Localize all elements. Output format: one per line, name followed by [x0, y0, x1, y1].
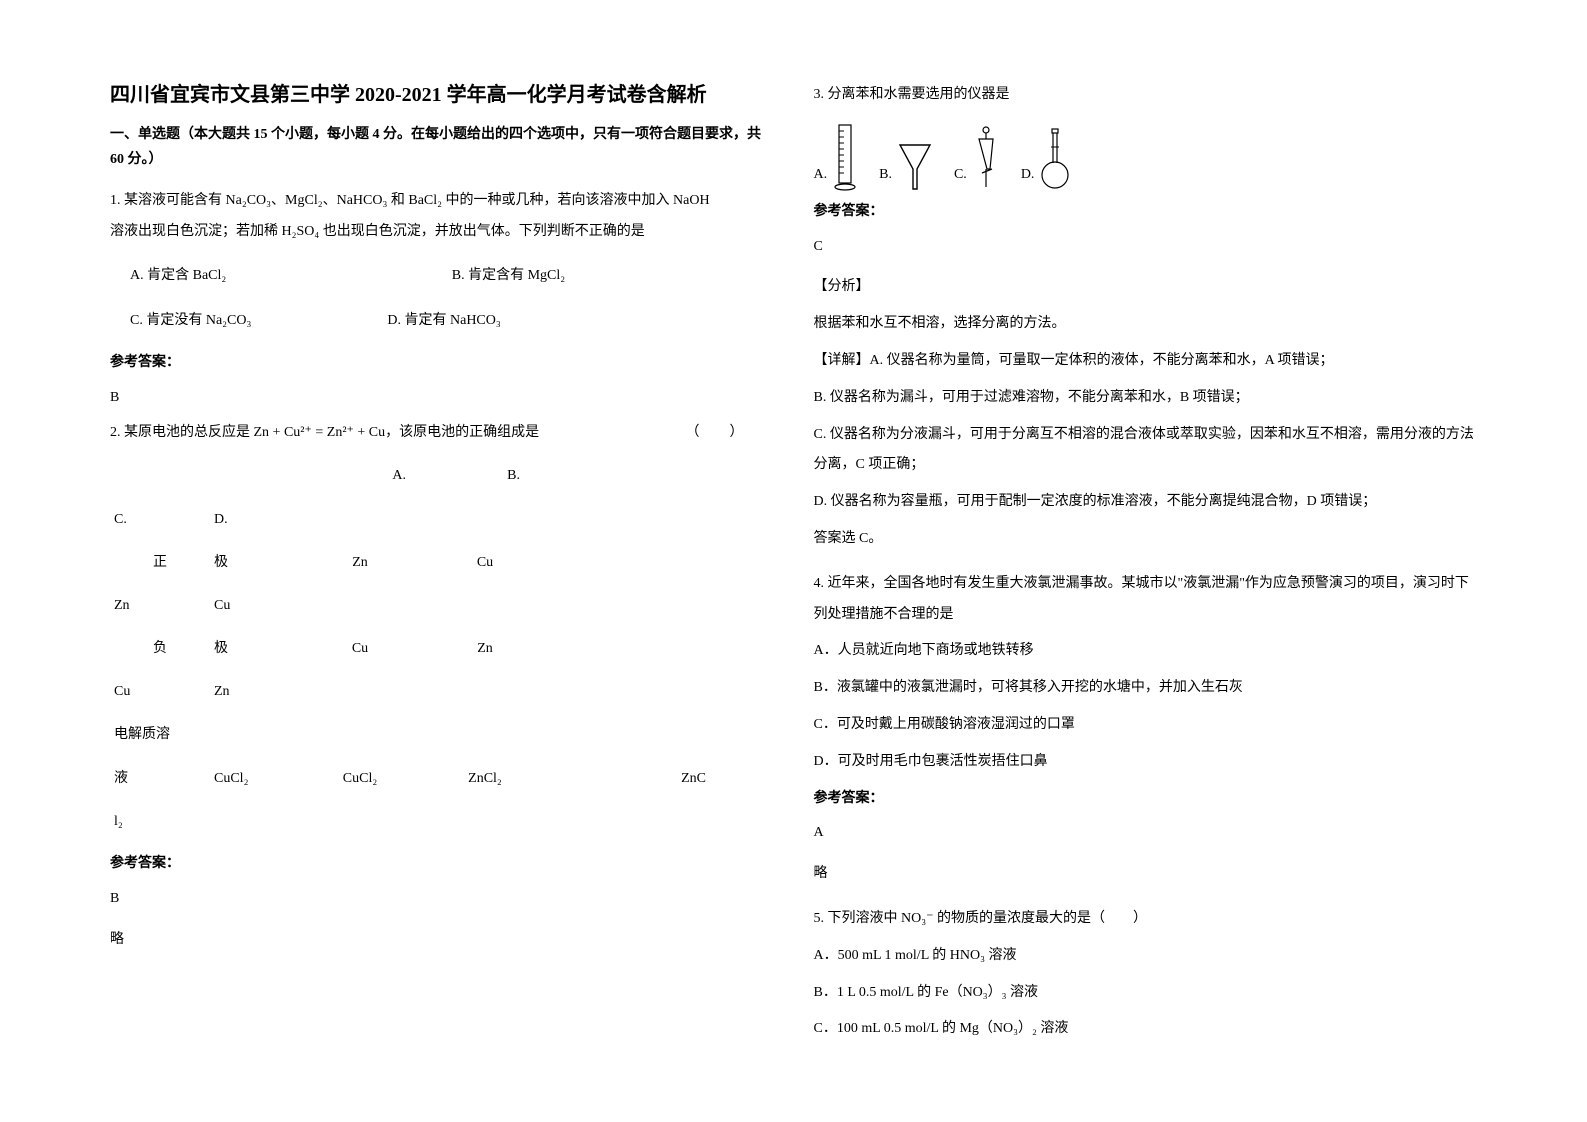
q1-stem-line1: 1. 某溶液可能含有 Na₂CO₃、MgCl₂、NaHCO₃ 和 BaCl₂ 中… [110, 186, 774, 217]
q3-label-d: D. [1021, 160, 1035, 191]
q1-stem-line2: 溶液出现白色沉淀；若加稀 H₂SO₄ 也出现白色沉淀，并放出气体。下列判断不正确… [110, 217, 774, 248]
q2-header-c: C. [110, 498, 210, 541]
q5-option-b: B．1 L 0.5 mol/L 的 Fe（NO₃）₃ 溶液 [814, 978, 1478, 1009]
q2-stem: 2. 某原电池的总反应是 Zn + Cu²⁺ = Zn²⁺ + Cu，该原电池的… [110, 418, 539, 449]
separating-funnel-icon [971, 125, 1001, 191]
q3-detail-b: B. 仪器名称为漏斗，可用于过滤难溶物，不能分离苯和水，B 项错误； [814, 383, 1478, 414]
q3-answer-label: 参考答案： [814, 197, 1478, 228]
q2-neg-c: Cu [110, 670, 210, 713]
q3-detail-a: 【详解】A. 仪器名称为量筒，可量取一定体积的液体，不能分离苯和水，A 项错误； [814, 346, 1478, 377]
q2-el-b: CuCl₂ [310, 757, 410, 800]
q4-option-a: A．人员就近向地下商场或地铁转移 [814, 636, 1478, 667]
q4-note: 略 [814, 859, 1478, 890]
q4-option-c: C．可及时戴上用碳酸钠溶液湿润过的口罩 [814, 710, 1478, 741]
q3-label-b: B. [879, 160, 892, 191]
q5-option-c: C．100 mL 0.5 mol/L 的 Mg（NO₃）₂ 溶液 [814, 1014, 1478, 1045]
q2-neg-a: Cu [310, 627, 410, 670]
q2-el-d2: l₂ [110, 800, 210, 843]
q2-answer-label: 参考答案： [110, 849, 774, 880]
q2-paren-open: （ [686, 425, 730, 440]
q2-header-b: B. [410, 454, 560, 497]
q2-pos-b: Cu [410, 541, 560, 584]
q4-answer: A [814, 818, 1478, 849]
q4-stem: 4. 近年来，全国各地时有发生重大液氯泄漏事故。某城市以"液氯泄漏"作为应急预警… [814, 569, 1478, 631]
question-5: 5. 下列溶液中 NO₃⁻ 的物质的量浓度最大的是（ ） A．500 mL 1 … [814, 904, 1478, 1045]
q3-analysis-head: 【分析】 [814, 272, 1478, 303]
q2-el-a: CuCl₂ [210, 757, 310, 800]
q3-options-row: A. B. C. [814, 121, 1478, 191]
q1-answer: B [110, 383, 774, 414]
question-3: 3. 分离苯和水需要选用的仪器是 A. B. [814, 80, 1478, 555]
q2-pos-label-2: 极 [210, 541, 310, 584]
question-2: 2. 某原电池的总反应是 Zn + Cu²⁺ = Zn²⁺ + Cu，该原电池的… [110, 418, 774, 956]
cylinder-icon [831, 121, 859, 191]
q1-option-b: B. 肯定含有 MgCl₂ [452, 258, 774, 293]
q3-label-a: A. [814, 160, 828, 191]
volumetric-flask-icon [1038, 127, 1072, 191]
q1-option-c: C. 肯定没有 Na₂CO₃ [130, 303, 387, 338]
q4-option-d: D．可及时用毛巾包裹活性炭捂住口鼻 [814, 747, 1478, 778]
q3-analysis-1: 根据苯和水互不相溶，选择分离的方法。 [814, 309, 1478, 340]
q4-answer-label: 参考答案： [814, 784, 1478, 815]
q2-header-a: A. [310, 454, 410, 497]
q2-neg-label-2: 极 [210, 627, 310, 670]
q2-pos-label-1: 正 [110, 541, 210, 584]
q1-option-d: D. 肯定有 NaHCO₃ [387, 303, 644, 338]
left-column: 四川省宜宾市文县第三中学 2020-2021 学年高一化学月考试卷含解析 一、单… [90, 80, 794, 1092]
q2-el-c: ZnCl₂ [410, 757, 560, 800]
q3-label-c: C. [954, 160, 967, 191]
q2-neg-label-1: 负 [110, 627, 210, 670]
question-4: 4. 近年来，全国各地时有发生重大液氯泄漏事故。某城市以"液氯泄漏"作为应急预警… [814, 569, 1478, 890]
q2-neg-b: Zn [410, 627, 560, 670]
q3-detail-c: C. 仪器名称为分液漏斗，可用于分离互不相溶的混合液体或萃取实验，因苯和水互不相… [814, 420, 1478, 482]
q2-el-label-2: 液 [110, 757, 210, 800]
q2-answer: B [110, 884, 774, 915]
q5-option-a: A．500 mL 1 mol/L 的 HNO₃ 溶液 [814, 941, 1478, 972]
q2-pos-d: Cu [210, 584, 310, 627]
q2-pos-a: Zn [310, 541, 410, 584]
funnel-icon [896, 139, 934, 191]
q4-option-b: B．液氯罐中的液氯泄漏时，可将其移入开挖的水塘中，并加入生石灰 [814, 673, 1478, 704]
q2-note: 略 [110, 925, 774, 956]
section-1-head: 一、单选题（本大题共 15 个小题，每小题 4 分。在每小题给出的四个选项中，只… [110, 122, 774, 172]
q3-final: 答案选 C。 [814, 524, 1478, 555]
right-column: 3. 分离苯和水需要选用的仪器是 A. B. [794, 80, 1498, 1092]
q2-pos-c: Zn [110, 584, 210, 627]
q2-table: A. B. C. D. 正 极 Zn Cu Zn Cu 负 极 Cu Zn Cu… [110, 454, 774, 843]
q2-el-d: ZnC [560, 757, 710, 800]
q2-el-label-1: 电解质溶 [110, 713, 310, 756]
q1-option-a: A. 肯定含 BaCl₂ [130, 258, 452, 293]
q3-answer: C [814, 232, 1478, 263]
q3-detail-d: D. 仪器名称为容量瓶，可用于配制一定浓度的标准溶液，不能分离提纯混合物，D 项… [814, 487, 1478, 518]
q5-stem: 5. 下列溶液中 NO₃⁻ 的物质的量浓度最大的是（ ） [814, 904, 1478, 935]
q3-stem: 3. 分离苯和水需要选用的仪器是 [814, 80, 1478, 111]
q2-header-d: D. [210, 498, 310, 541]
q2-neg-d: Zn [210, 670, 310, 713]
exam-title: 四川省宜宾市文县第三中学 2020-2021 学年高一化学月考试卷含解析 [110, 80, 774, 110]
question-1: 1. 某溶液可能含有 Na₂CO₃、MgCl₂、NaHCO₃ 和 BaCl₂ 中… [110, 186, 774, 413]
q1-answer-label: 参考答案： [110, 348, 774, 379]
q2-paren-close: ） [730, 425, 774, 440]
